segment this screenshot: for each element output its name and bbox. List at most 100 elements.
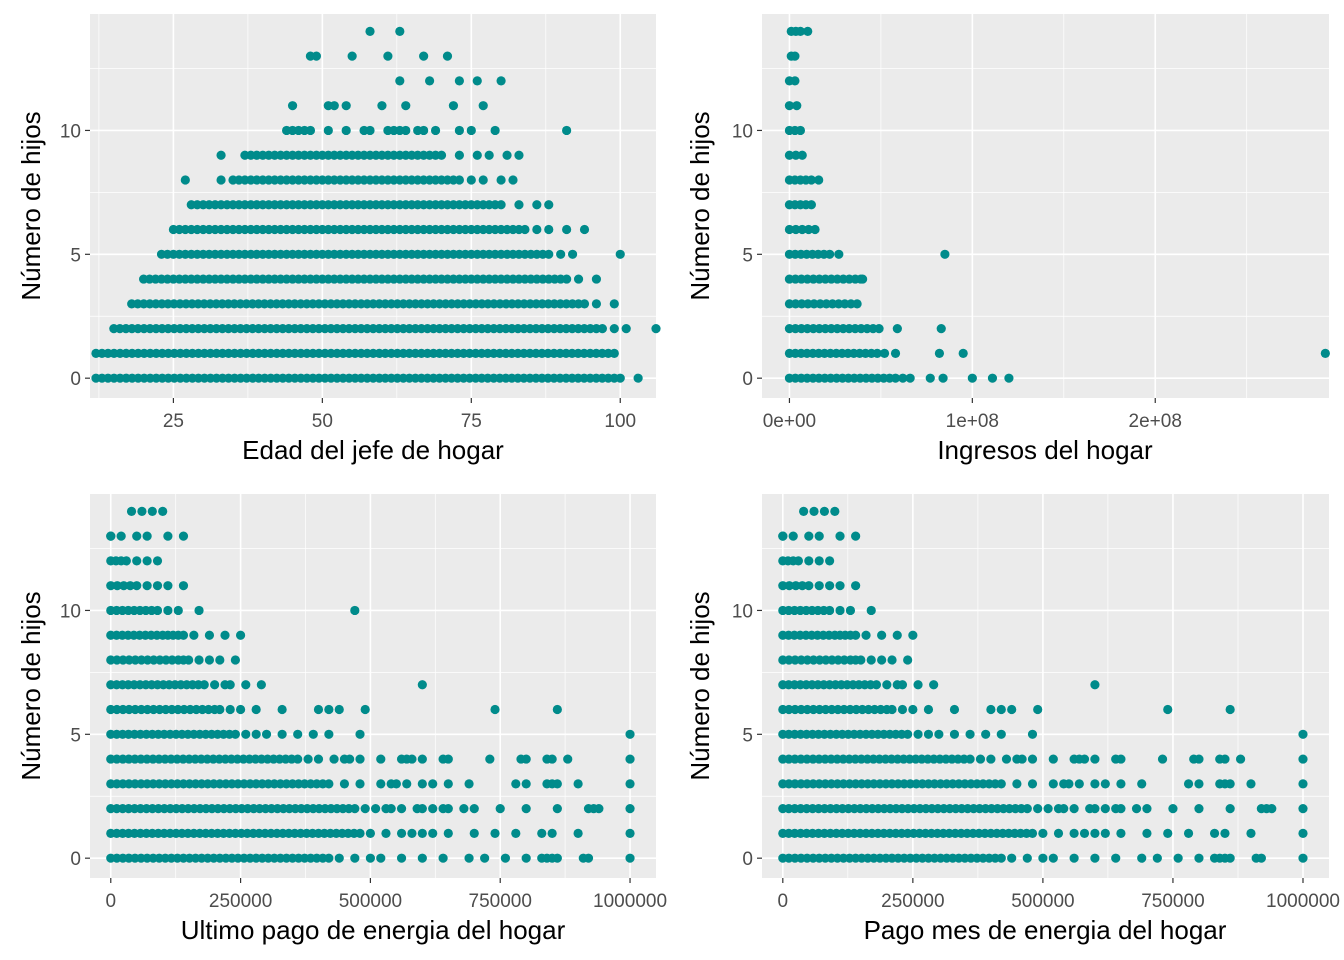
y-tick-label: 0 — [70, 849, 81, 870]
data-point — [496, 76, 506, 86]
data-point — [788, 531, 798, 541]
data-point — [795, 125, 806, 136]
data-point — [225, 680, 235, 690]
data-point — [428, 828, 438, 839]
data-point — [851, 531, 861, 541]
data-point — [1163, 828, 1173, 839]
y-tick-label: 0 — [742, 849, 753, 870]
data-point — [472, 76, 482, 86]
data-point — [834, 249, 844, 259]
data-point — [173, 605, 183, 616]
data-point — [1090, 680, 1100, 690]
data-point — [1157, 754, 1168, 764]
data-point — [204, 655, 215, 665]
data-point — [464, 853, 474, 863]
data-point — [241, 680, 251, 690]
data-points — [106, 506, 635, 863]
data-point — [609, 324, 619, 334]
data-point — [784, 150, 795, 160]
data-point — [376, 754, 386, 764]
data-point — [835, 605, 845, 616]
data-point — [1194, 804, 1204, 814]
data-point — [341, 125, 351, 136]
data-point — [996, 779, 1006, 789]
data-point — [485, 754, 495, 764]
data-point — [311, 51, 321, 61]
data-point — [547, 828, 557, 839]
data-point — [386, 804, 396, 814]
data-point — [180, 175, 190, 185]
data-point — [329, 754, 339, 764]
data-point — [562, 125, 572, 136]
data-point — [1298, 853, 1308, 863]
data-point — [1090, 853, 1100, 863]
data-point — [425, 76, 435, 86]
data-point — [1225, 853, 1235, 863]
axis-ticks: 25 50 75 100 0 5 10 — [60, 121, 636, 432]
data-point — [797, 581, 807, 591]
data-point — [1017, 754, 1027, 764]
data-point — [1069, 804, 1079, 814]
data-point — [1235, 754, 1246, 764]
data-point — [1137, 853, 1147, 863]
data-point — [633, 373, 643, 383]
data-point — [163, 531, 173, 541]
data-point — [547, 754, 557, 764]
data-point — [376, 853, 386, 863]
data-point — [365, 125, 375, 136]
data-point — [1004, 373, 1014, 383]
data-point — [436, 150, 447, 160]
data-point — [241, 729, 251, 739]
data-point — [887, 655, 897, 665]
data-point — [303, 754, 313, 764]
data-point — [579, 224, 590, 235]
data-point — [845, 605, 856, 616]
y-axis-title: Número de hijos — [16, 591, 46, 780]
data-point — [563, 754, 573, 764]
panel-age-vs-children: 25 50 75 100 0 5 10 Edad del jefe de hogar Núm… — [16, 14, 661, 465]
data-point — [866, 605, 876, 616]
data-point — [890, 373, 901, 383]
data-point — [235, 704, 246, 715]
data-point — [809, 506, 819, 516]
data-point — [1007, 853, 1017, 863]
x-tick-label: 75 — [461, 411, 482, 432]
data-point — [256, 680, 266, 690]
data-point — [573, 828, 583, 839]
x-tick-label: 250000 — [881, 891, 944, 912]
plot-area — [762, 14, 1329, 398]
data-point — [797, 150, 807, 160]
data-point — [419, 125, 429, 136]
x-tick-label: 25 — [163, 411, 184, 432]
data-point — [194, 655, 204, 665]
data-point — [454, 76, 464, 86]
data-point — [347, 51, 357, 61]
data-point — [615, 373, 625, 383]
data-point — [552, 853, 562, 863]
data-point — [1100, 779, 1110, 789]
data-point — [341, 101, 351, 111]
data-point — [137, 506, 147, 516]
data-point — [609, 299, 619, 309]
data-point — [965, 754, 975, 764]
data-point — [544, 224, 554, 235]
x-tick-label: 750000 — [469, 891, 532, 912]
data-point — [625, 804, 635, 814]
data-point — [230, 655, 240, 665]
data-point — [132, 531, 142, 541]
data-point — [986, 704, 996, 715]
data-point — [825, 556, 835, 566]
data-point — [106, 531, 116, 541]
data-point — [293, 754, 303, 764]
data-point — [324, 853, 334, 863]
data-point — [1048, 853, 1058, 863]
data-point — [936, 324, 946, 334]
data-point — [443, 779, 453, 789]
gridlines — [762, 494, 1329, 878]
data-point — [376, 779, 386, 789]
y-tick-label: 10 — [60, 121, 81, 142]
data-point — [502, 150, 512, 160]
y-tick-label: 5 — [742, 245, 753, 266]
data-point — [1246, 779, 1256, 789]
x-tick-label: 750000 — [1141, 891, 1204, 912]
